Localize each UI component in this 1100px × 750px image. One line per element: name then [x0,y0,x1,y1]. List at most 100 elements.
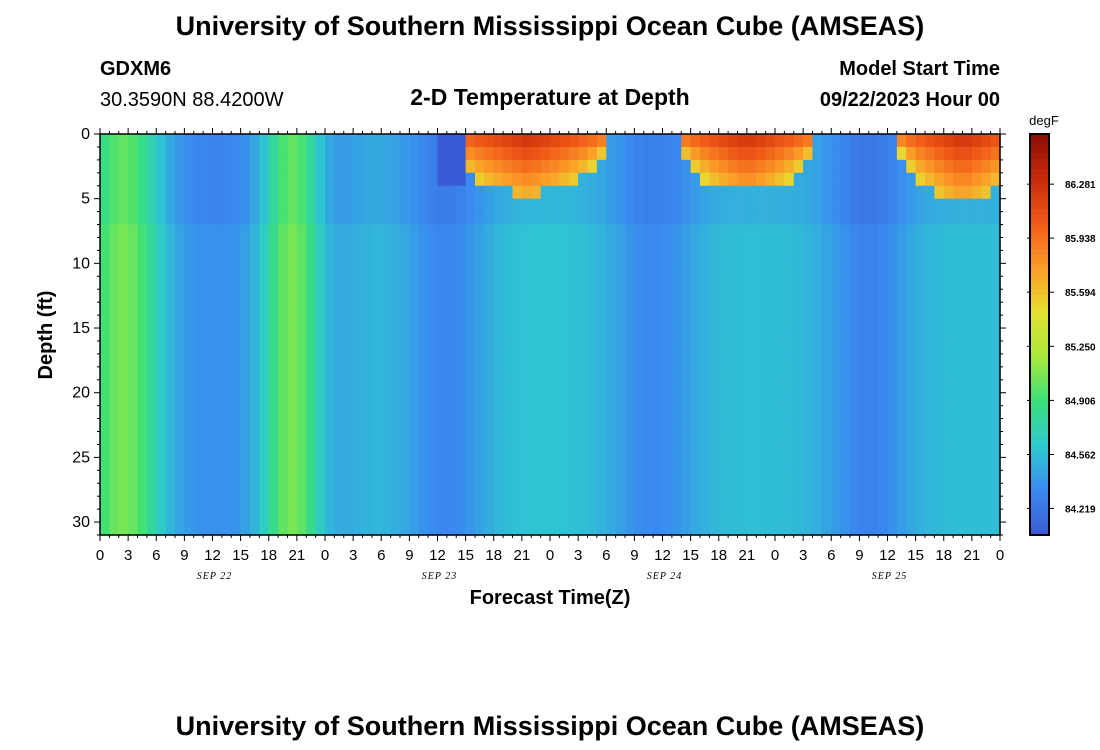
heatmap-cell [728,483,739,497]
heatmap-cell [775,250,785,264]
heatmap-cell [390,328,401,342]
heatmap-cell [521,470,532,484]
heatmap-cell [615,289,626,303]
heatmap-cell [831,353,842,368]
heatmap-cell [278,263,289,277]
heatmap-cell [175,134,185,148]
heatmap-cell [400,172,410,187]
heatmap-cell [540,353,551,368]
heatmap-cell [878,211,889,226]
heatmap-cell [418,159,429,174]
heatmap-cell [671,496,682,510]
heatmap-cell [700,250,710,264]
heatmap-cell [634,328,645,342]
heatmap-cell [203,263,214,277]
heatmap-cell [306,340,317,355]
heatmap-cell [728,444,739,458]
heatmap-cell [690,457,701,471]
heatmap-cell [887,418,898,433]
heatmap-cell [287,405,298,420]
heatmap-cell [437,366,448,381]
heatmap-cell [728,431,739,446]
heatmap-cell [128,444,139,458]
heatmap-cell [193,315,204,329]
y-tick-label: 10 [72,255,90,272]
x-tick-label: 15 [457,547,474,564]
heatmap-cell [315,496,326,510]
heatmap-cell [193,522,204,536]
heatmap-cell [962,250,973,264]
heatmap-cell [409,159,420,174]
heatmap-cell [100,431,110,446]
heatmap-cell [953,211,964,226]
heatmap-cell [943,159,954,174]
heatmap-cell [409,457,420,471]
heatmap-cell [700,522,710,536]
heatmap-cell [868,444,879,458]
heatmap-cell [203,276,214,290]
heatmap-cell [990,379,1001,394]
heatmap-cell [315,302,326,316]
heatmap-cell [550,509,560,523]
heatmap-cell [456,340,467,355]
heatmap-cell [475,289,485,303]
heatmap-cell [146,134,157,148]
heatmap-cell [587,328,598,342]
heatmap-cell [315,418,326,433]
heatmap-cell [465,470,476,484]
heatmap-cell [221,483,232,497]
heatmap-cell [400,250,410,264]
heatmap-cell [156,522,167,536]
heatmap-cell [446,146,457,161]
heatmap-cell [212,392,223,407]
heatmap-cell [184,159,195,174]
heatmap-cell [231,328,242,342]
heatmap-cell [737,522,748,536]
heatmap-cell [418,431,429,446]
heatmap-cell [128,289,139,303]
heatmap-cell [606,224,617,239]
heatmap-cell [943,340,954,355]
heatmap-cell [240,379,251,394]
heatmap-cell [981,134,992,148]
heatmap-cell [521,315,532,329]
heatmap-cell [446,353,457,368]
heatmap-cell [690,185,701,200]
heatmap-cell [371,315,382,329]
heatmap-cell [503,172,514,187]
heatmap-cell [746,185,757,200]
heatmap-cell [803,172,814,187]
heatmap-cell [343,496,354,510]
colorbar-segment [1030,349,1049,356]
colorbar-segment [1030,239,1049,245]
heatmap-cell [559,522,570,536]
heatmap-cell [643,134,654,148]
heatmap-cell [193,470,204,484]
heatmap-cell [784,250,795,264]
heatmap-cell [521,250,532,264]
heatmap-cell [521,522,532,536]
heatmap-cell [550,392,560,407]
heatmap-cell [578,379,589,394]
heatmap-cell [128,172,139,187]
heatmap-cell [906,159,917,174]
heatmap-cell [775,522,785,536]
heatmap-cell [878,159,889,174]
heatmap-cell [878,405,889,420]
heatmap-cell [925,289,935,303]
colorbar-segment [1030,499,1049,506]
heatmap-cell [681,522,692,536]
heatmap-cell [868,328,879,342]
heatmap-cell [615,172,626,187]
heatmap-cell [221,340,232,355]
heatmap-cell [681,315,692,329]
heatmap-cell [381,405,392,420]
heatmap-cell [390,146,401,161]
heatmap-cell [259,263,270,277]
heatmap-cell [756,483,767,497]
heatmap-cell [634,340,645,355]
heatmap-cell [878,418,889,433]
heatmap-cell [465,134,476,148]
heatmap-cell [428,237,439,252]
heatmap-cell [484,483,495,497]
